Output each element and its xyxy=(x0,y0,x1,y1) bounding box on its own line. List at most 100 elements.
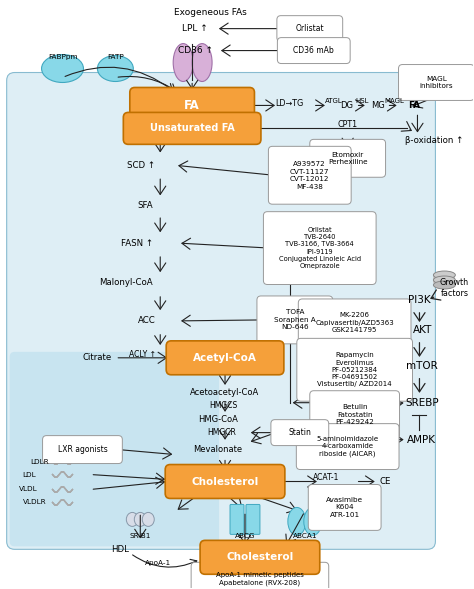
FancyBboxPatch shape xyxy=(297,338,412,401)
Ellipse shape xyxy=(42,55,83,82)
Text: Statin: Statin xyxy=(288,428,311,437)
Text: CD36 ↑: CD36 ↑ xyxy=(178,46,213,55)
Text: Unsaturated FA: Unsaturated FA xyxy=(150,123,235,133)
FancyBboxPatch shape xyxy=(9,352,219,547)
Text: Orlistat
TVB-2640
TVB-3166, TVB-3664
IPI-9119
Conjugated Linoleic Acid
Omeprazol: Orlistat TVB-2640 TVB-3166, TVB-3664 IPI… xyxy=(279,227,361,269)
FancyBboxPatch shape xyxy=(277,16,343,42)
Ellipse shape xyxy=(433,281,456,289)
Text: Avasimibe
K604
ATR-101: Avasimibe K604 ATR-101 xyxy=(326,497,363,518)
Text: HMG-CoA: HMG-CoA xyxy=(198,415,238,424)
FancyBboxPatch shape xyxy=(123,112,261,144)
Text: mTOR: mTOR xyxy=(406,361,438,371)
Text: Mevalonate: Mevalonate xyxy=(193,445,243,454)
Text: Acetyl-CoA: Acetyl-CoA xyxy=(193,353,257,363)
FancyBboxPatch shape xyxy=(308,485,381,530)
Ellipse shape xyxy=(433,276,456,284)
Text: Cholesterol: Cholesterol xyxy=(191,477,259,487)
Text: ACLY ↑: ACLY ↑ xyxy=(129,350,156,359)
Text: MAGL: MAGL xyxy=(384,98,404,104)
Text: Rapamycin
Everolimus
PF-05212384
PF-04691502
Vistusertib/ AZD2014: Rapamycin Everolimus PF-05212384 PF-0469… xyxy=(317,352,392,388)
Text: ACC: ACC xyxy=(137,316,155,325)
Text: Cholesterol: Cholesterol xyxy=(226,552,293,562)
Text: FABPpm: FABPpm xyxy=(48,54,77,59)
Ellipse shape xyxy=(433,271,456,279)
FancyBboxPatch shape xyxy=(130,88,255,123)
Text: TOFA
Soraphen A
ND-646: TOFA Soraphen A ND-646 xyxy=(274,309,316,330)
Text: SR-B1: SR-B1 xyxy=(129,534,151,540)
FancyBboxPatch shape xyxy=(296,423,399,469)
Text: 5-aminoimidazole
4-carboxamide
riboside (AICAR): 5-aminoimidazole 4-carboxamide riboside … xyxy=(317,436,379,457)
FancyBboxPatch shape xyxy=(166,341,284,375)
Text: Citrate: Citrate xyxy=(82,353,112,362)
Ellipse shape xyxy=(192,44,212,81)
Text: HSL: HSL xyxy=(355,98,368,104)
Text: ATGL: ATGL xyxy=(325,98,343,104)
FancyBboxPatch shape xyxy=(298,299,411,347)
Text: HMGCR: HMGCR xyxy=(208,428,237,437)
Text: SCD ↑: SCD ↑ xyxy=(127,161,155,170)
Text: A939572
CVT-11127
CVT-12012
MF-438: A939572 CVT-11127 CVT-12012 MF-438 xyxy=(290,161,329,190)
Text: HMGCS: HMGCS xyxy=(209,401,237,410)
Text: FA: FA xyxy=(184,99,200,112)
Text: CPT1: CPT1 xyxy=(337,120,358,129)
Text: VLDLR: VLDLR xyxy=(23,499,46,505)
FancyBboxPatch shape xyxy=(257,296,333,344)
Text: Orlistat: Orlistat xyxy=(295,24,324,33)
Text: SFA: SFA xyxy=(137,201,153,210)
Ellipse shape xyxy=(127,512,138,527)
Text: Etomoxir
Perhexiline: Etomoxir Perhexiline xyxy=(328,151,367,165)
Text: LDLR: LDLR xyxy=(31,459,49,465)
Text: AKT: AKT xyxy=(413,325,432,335)
FancyBboxPatch shape xyxy=(230,504,244,534)
Text: LD→TG: LD→TG xyxy=(276,99,304,108)
Text: LXR agonists: LXR agonists xyxy=(57,445,107,454)
Ellipse shape xyxy=(98,55,133,81)
Text: AMPK: AMPK xyxy=(407,435,436,445)
Ellipse shape xyxy=(134,512,146,527)
Text: MG: MG xyxy=(371,101,384,110)
Text: VLDL: VLDL xyxy=(18,487,37,492)
FancyBboxPatch shape xyxy=(399,65,474,101)
Text: Betulin
Fatostatin
PF-429242: Betulin Fatostatin PF-429242 xyxy=(335,404,374,425)
Ellipse shape xyxy=(142,512,154,527)
FancyBboxPatch shape xyxy=(43,436,122,464)
Text: LDL: LDL xyxy=(23,472,36,478)
FancyBboxPatch shape xyxy=(310,140,385,177)
Text: PI3K: PI3K xyxy=(408,295,431,305)
Text: LPL ↑: LPL ↑ xyxy=(182,24,208,33)
FancyBboxPatch shape xyxy=(7,72,436,550)
Text: HDL: HDL xyxy=(111,545,129,554)
Text: Acetoacetyl-CoA: Acetoacetyl-CoA xyxy=(191,388,260,397)
Text: MK-2206
Capivasertib/AZD5363
GSK2141795: MK-2206 Capivasertib/AZD5363 GSK2141795 xyxy=(315,312,394,333)
Text: Malonyl-CoA: Malonyl-CoA xyxy=(100,279,153,287)
FancyBboxPatch shape xyxy=(433,275,456,283)
Text: FATP: FATP xyxy=(107,54,124,59)
Text: CE: CE xyxy=(380,477,392,486)
Text: FASN ↑: FASN ↑ xyxy=(121,239,153,247)
FancyBboxPatch shape xyxy=(277,38,350,64)
FancyBboxPatch shape xyxy=(264,211,376,284)
Text: FA: FA xyxy=(409,101,420,110)
Text: Growth
factors: Growth factors xyxy=(440,278,469,297)
FancyBboxPatch shape xyxy=(200,540,320,574)
Text: β-oxidation ↑: β-oxidation ↑ xyxy=(405,136,464,145)
Text: ABCG: ABCG xyxy=(235,534,255,540)
Text: ACAT-1: ACAT-1 xyxy=(312,473,339,482)
Text: Exogeneous FAs: Exogeneous FAs xyxy=(173,8,246,17)
Ellipse shape xyxy=(288,508,306,535)
FancyBboxPatch shape xyxy=(246,504,260,534)
Ellipse shape xyxy=(304,508,322,535)
Text: CD36 mAb: CD36 mAb xyxy=(293,46,334,55)
Text: MAGL
inhibitors: MAGL inhibitors xyxy=(419,76,453,90)
Text: ApoA-1 mimetic peptides
Apabetalone (RVX-208): ApoA-1 mimetic peptides Apabetalone (RVX… xyxy=(216,573,304,586)
FancyBboxPatch shape xyxy=(165,465,285,498)
Text: DG: DG xyxy=(340,101,353,110)
FancyBboxPatch shape xyxy=(271,419,329,446)
FancyBboxPatch shape xyxy=(191,562,329,589)
FancyBboxPatch shape xyxy=(310,391,400,439)
Text: ApoA-1: ApoA-1 xyxy=(145,560,171,566)
Ellipse shape xyxy=(173,44,193,81)
FancyBboxPatch shape xyxy=(268,146,351,204)
Text: SREBP: SREBP xyxy=(406,398,439,408)
Text: ABCA1: ABCA1 xyxy=(292,534,317,540)
